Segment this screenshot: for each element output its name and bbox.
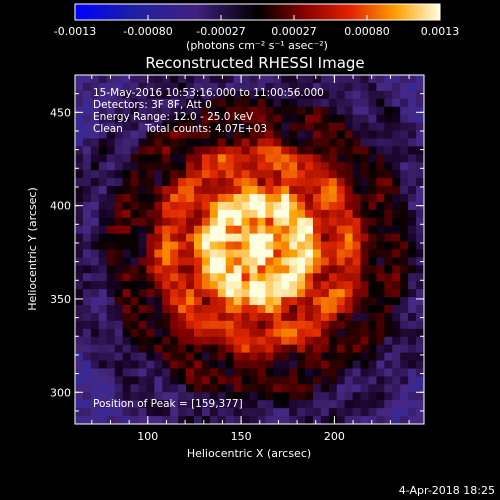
colorbar-tick-label: 0.00027 — [271, 25, 317, 38]
colorbar-tick-label: -0.0013 — [54, 25, 96, 38]
info-detectors: Detectors: 3F 8F, Att 0 — [93, 99, 212, 111]
x-axis-label: Heliocentric X (arcsec) — [187, 447, 311, 460]
image-title: Reconstructed RHESSI Image — [145, 54, 364, 72]
colorbar-unit-label: (photons cm⁻² s⁻¹ asec⁻²) — [186, 39, 328, 52]
info-algorithm: Clean — [93, 123, 123, 135]
y-tick-label: 300 — [50, 386, 71, 399]
info-time: 15-May-2016 10:53:16.000 to 11:00:56.000 — [93, 87, 324, 99]
info-energy: Energy Range: 12.0 - 25.0 keV — [93, 111, 254, 123]
colorbar-tick-label: -0.00080 — [123, 25, 172, 38]
colorbar-tick-label: 0.0013 — [421, 25, 460, 38]
x-tick-label: 150 — [231, 430, 252, 443]
x-tick-label: 200 — [324, 430, 345, 443]
colorbar-ticks: -0.0013 -0.00080 -0.00027 0.00027 0.00080 0.0… — [54, 15, 459, 38]
info-counts: Total counts: 4.07E+03 — [144, 123, 267, 135]
colorbar-tick-label: -0.00027 — [196, 25, 245, 38]
y-tick-label: 450 — [50, 106, 71, 119]
y-tick-label: 350 — [50, 293, 71, 306]
x-tick-label: 100 — [137, 430, 158, 443]
image-pixels — [75, 75, 424, 424]
y-axis-label: Heliocentric Y (arcsec) — [26, 187, 39, 311]
y-tick-label: 400 — [50, 200, 71, 213]
colorbar — [74, 3, 441, 21]
footer-date: 4-Apr-2018 18:25 — [399, 484, 495, 497]
info-peak: Position of Peak = [159,377] — [93, 398, 243, 410]
plot-frame — [74, 74, 425, 425]
axis-ticks: 100 150 200 300 350 400 450 — [50, 74, 424, 443]
colorbar-tick-label: 0.00080 — [344, 25, 390, 38]
